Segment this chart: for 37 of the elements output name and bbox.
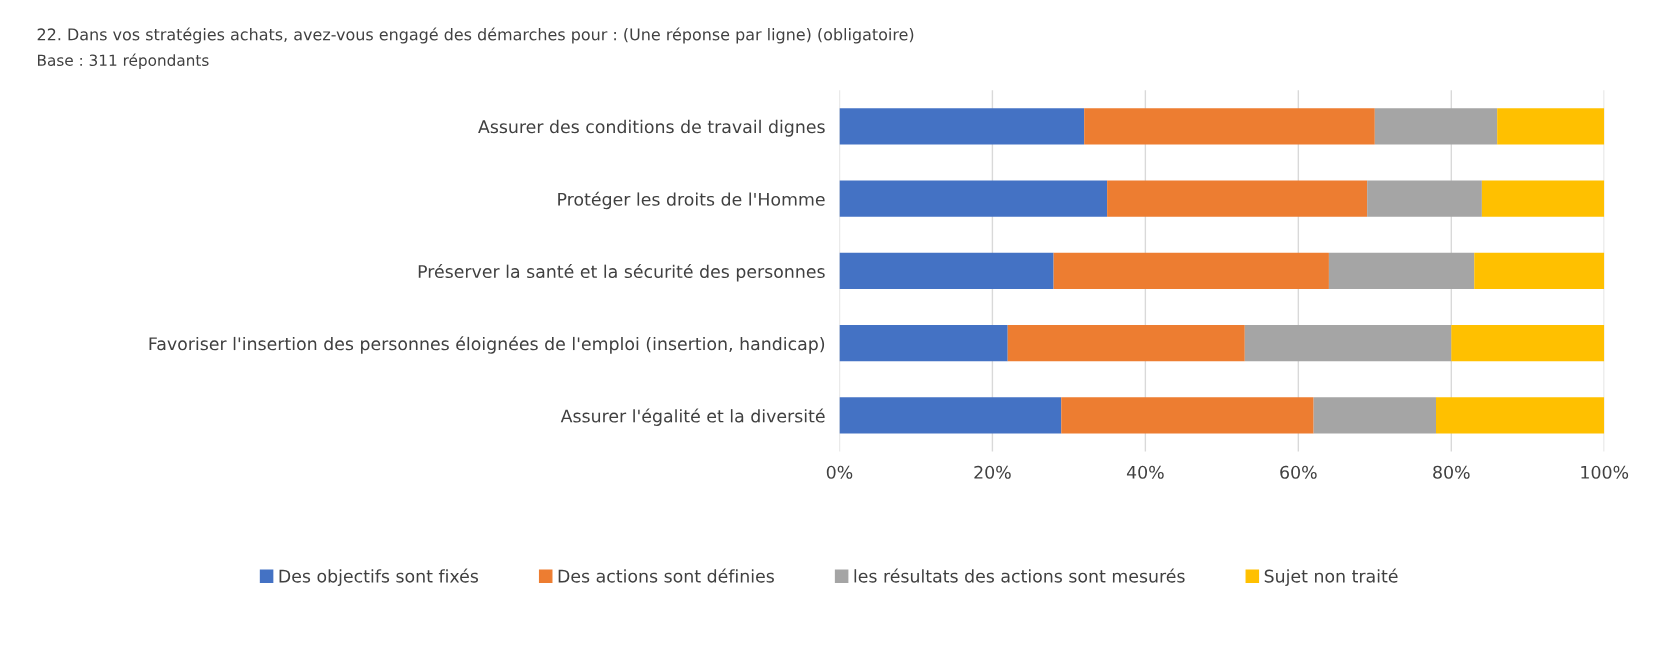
bar: [1328, 252, 1475, 289]
bar: [1374, 108, 1498, 145]
bar: [1497, 108, 1605, 145]
bar: [1451, 325, 1605, 362]
y-tick-label: Assurer l'égalité et la diversité: [560, 408, 825, 426]
bar: [1107, 180, 1368, 217]
x-tick-label: 0%: [826, 465, 853, 479]
bar: [1084, 108, 1375, 145]
x-tick-label: 60%: [1280, 465, 1317, 479]
bar: [1481, 180, 1605, 217]
bar: [839, 325, 1008, 362]
bar: [839, 180, 1108, 217]
x-tick-label: 40%: [1126, 465, 1164, 479]
bar: [1244, 325, 1452, 362]
bar: [1367, 180, 1482, 217]
bar: [1436, 397, 1605, 434]
bar: [1007, 325, 1245, 362]
y-tick-label: Assurer des conditions de travail dignes: [478, 119, 825, 137]
bar: [1474, 252, 1605, 289]
x-tick-label: 100%: [1581, 465, 1629, 479]
legend-label: Sujet non traité: [1264, 568, 1398, 587]
bar: [1313, 397, 1436, 434]
bar: [1053, 252, 1329, 289]
y-tick-label: Favoriser l'insertion des personnes éloignées de l'emploi (insertion, handicap): [149, 336, 825, 354]
x-tick-label: 20%: [974, 465, 1011, 479]
bar: [839, 252, 1054, 289]
text: Base : 311 répondants: [38, 53, 209, 69]
bar: [1061, 397, 1314, 434]
x-tick-label: 80%: [1433, 465, 1470, 479]
legend-label: les résultats des actions sont mesurés: [854, 568, 1185, 583]
y-tick-label: Protéger les droits de l'Homme: [558, 191, 825, 210]
bar: [839, 108, 1085, 145]
legend-label: Des actions sont définies: [558, 568, 774, 583]
legend-label: Des objectifs sont fixés: [279, 568, 479, 587]
y-tick-label: Préserver la santé et la sécurité des personnes: [418, 263, 825, 282]
text: 22. Dans vos stratégies achats, avez-vous engagé des démarches pour : (Une réponse par ligne) (obligatoire): [37, 27, 914, 44]
bar: [839, 397, 1062, 434]
